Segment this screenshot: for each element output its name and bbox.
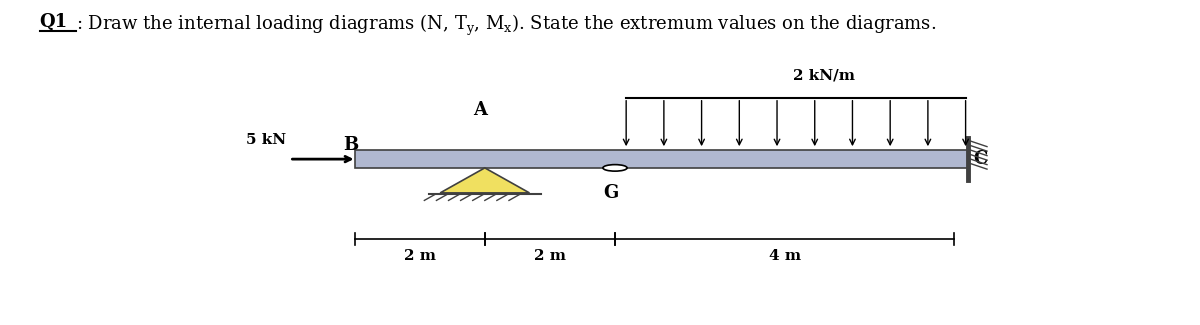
Polygon shape (440, 168, 529, 193)
Text: 2 kN/m: 2 kN/m (793, 69, 856, 83)
Text: 4 m: 4 m (769, 249, 800, 263)
Circle shape (602, 165, 628, 171)
Text: G: G (604, 184, 619, 202)
Text: 5 kN: 5 kN (246, 133, 287, 147)
Text: Q1: Q1 (40, 13, 67, 31)
Bar (355, 150, 968, 168)
Text: : Draw the internal loading diagrams (N, T$_\mathregular{y}$, M$_\mathregular{x}: : Draw the internal loading diagrams (N,… (76, 13, 936, 38)
Text: 2 m: 2 m (534, 249, 566, 263)
Text: A: A (473, 101, 487, 119)
Text: B: B (343, 136, 359, 154)
Text: C: C (973, 150, 988, 168)
Text: 2 m: 2 m (403, 249, 436, 263)
